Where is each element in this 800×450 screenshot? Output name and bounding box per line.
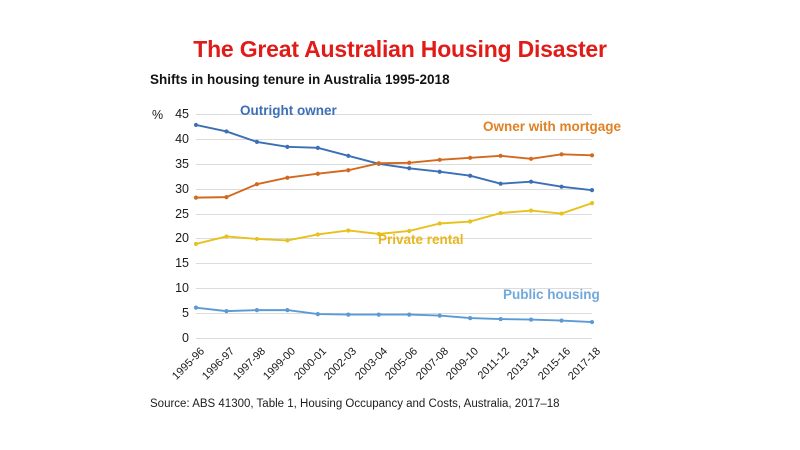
series-layer bbox=[193, 122, 595, 325]
gridline bbox=[196, 313, 592, 315]
data-point bbox=[468, 219, 473, 224]
page-title: The Great Australian Housing Disaster bbox=[193, 36, 607, 62]
gridline bbox=[196, 213, 592, 215]
gridline bbox=[196, 263, 592, 265]
data-point bbox=[407, 312, 412, 317]
series-label-public-housing: Public housing bbox=[503, 287, 600, 302]
series-line-owner-with-mortgage bbox=[195, 153, 593, 199]
y-axis-tick-label: 35 bbox=[175, 156, 189, 171]
data-point bbox=[528, 179, 534, 184]
y-axis-tick-label: 0 bbox=[182, 331, 189, 345]
data-point bbox=[528, 208, 534, 213]
data-point bbox=[315, 312, 320, 317]
data-point bbox=[315, 171, 320, 176]
data-point bbox=[376, 312, 381, 317]
series-label-outright-owner: Outright owner bbox=[240, 103, 337, 118]
plot-area bbox=[193, 114, 595, 339]
y-axis-tick-label: 10 bbox=[175, 281, 189, 296]
y-axis-tick-label: 25 bbox=[175, 206, 189, 221]
gridline bbox=[196, 138, 592, 140]
y-axis: 45 40 35 30 25 20 15 10 5 0 bbox=[143, 107, 189, 345]
data-point bbox=[528, 156, 534, 161]
y-axis-tick-label: 40 bbox=[175, 131, 189, 146]
gridline bbox=[196, 188, 592, 190]
y-axis-tick-label: 5 bbox=[182, 306, 189, 321]
data-point bbox=[285, 175, 290, 180]
data-point bbox=[498, 153, 503, 158]
series-label-private-rental: Private rental bbox=[378, 232, 464, 247]
gridline bbox=[196, 288, 592, 290]
y-axis-unit-label: % bbox=[152, 108, 164, 122]
series-line-private-rental bbox=[195, 202, 593, 245]
data-point bbox=[346, 312, 351, 317]
data-point bbox=[498, 316, 503, 322]
chart-subtitle: Shifts in housing tenure in Australia 19… bbox=[150, 72, 450, 87]
data-point bbox=[528, 317, 534, 322]
y-axis-tick-label: 20 bbox=[175, 231, 189, 246]
data-point bbox=[437, 221, 442, 226]
series-line-outright-owner bbox=[195, 123, 593, 192]
data-point bbox=[437, 169, 442, 174]
data-point bbox=[468, 155, 473, 160]
source-note: Source: ABS 41300, Table 1, Housing Occu… bbox=[150, 398, 560, 410]
data-point bbox=[437, 157, 442, 162]
data-point bbox=[285, 238, 290, 243]
data-point bbox=[224, 195, 229, 200]
data-point bbox=[254, 139, 260, 144]
data-point bbox=[468, 173, 473, 178]
data-point bbox=[285, 308, 290, 313]
data-point bbox=[224, 234, 229, 239]
gridline bbox=[196, 238, 592, 240]
data-point bbox=[468, 315, 473, 321]
data-point bbox=[346, 168, 351, 173]
data-point bbox=[285, 144, 290, 149]
data-point bbox=[193, 305, 199, 310]
data-point bbox=[193, 241, 199, 247]
data-point bbox=[589, 153, 595, 158]
data-point bbox=[376, 161, 381, 166]
data-point bbox=[407, 166, 412, 171]
data-point bbox=[407, 228, 412, 234]
data-point bbox=[224, 309, 229, 314]
data-point bbox=[346, 228, 351, 233]
data-point bbox=[376, 231, 381, 237]
series-line-public-housing bbox=[195, 306, 593, 324]
series-label-owner-with-mortgage: Owner with mortgage bbox=[483, 119, 622, 134]
data-point bbox=[346, 153, 351, 158]
data-point bbox=[559, 318, 564, 323]
data-point bbox=[559, 152, 564, 157]
data-point bbox=[193, 195, 199, 200]
x-axis: 1995-96 1996-97 1997-98 1999-00 2000-01 2002-… bbox=[170, 340, 603, 400]
data-point bbox=[559, 184, 564, 189]
data-point bbox=[498, 181, 503, 186]
y-axis-tick-label: 30 bbox=[175, 181, 189, 196]
gridlines bbox=[196, 114, 592, 339]
gridline bbox=[196, 114, 592, 115]
data-point bbox=[407, 160, 412, 165]
data-point bbox=[589, 188, 595, 193]
data-point bbox=[224, 129, 229, 134]
data-point bbox=[498, 210, 503, 216]
data-point bbox=[437, 313, 442, 318]
data-point bbox=[589, 201, 595, 206]
data-point bbox=[254, 308, 260, 313]
data-point bbox=[315, 232, 320, 237]
gridline bbox=[196, 163, 592, 165]
data-point bbox=[254, 182, 260, 187]
data-point bbox=[193, 122, 199, 128]
y-axis-tick-label: 15 bbox=[175, 256, 189, 271]
gridline bbox=[196, 338, 592, 339]
y-axis-tick-label: 45 bbox=[175, 107, 189, 121]
data-point bbox=[559, 211, 564, 216]
data-point bbox=[254, 236, 260, 242]
data-point bbox=[589, 319, 595, 325]
data-point bbox=[315, 145, 320, 150]
